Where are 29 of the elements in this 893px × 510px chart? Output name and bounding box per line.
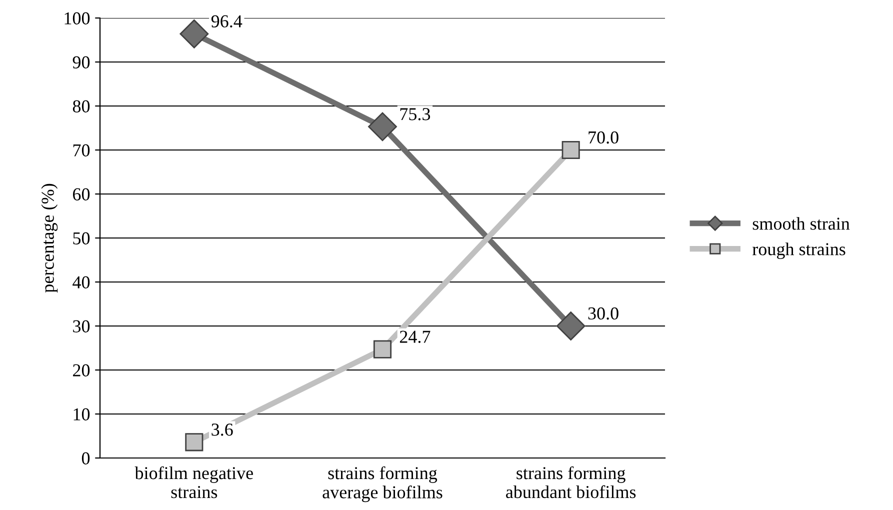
data-label: 70.0 bbox=[588, 131, 618, 144]
x-tick-label: strains forming abundant biofilms bbox=[506, 466, 636, 498]
point bbox=[373, 340, 392, 358]
y-tick-label: 10 bbox=[74, 408, 90, 420]
point bbox=[180, 19, 209, 48]
y-tick-label: 40 bbox=[72, 276, 90, 288]
y-tick-label: 80 bbox=[72, 100, 90, 112]
point bbox=[562, 140, 580, 160]
point bbox=[185, 433, 204, 452]
legend-label: smooth strain bbox=[752, 217, 850, 230]
data-label: 75.3 bbox=[400, 108, 430, 120]
y-axis-title: percentage (%) bbox=[41, 184, 58, 293]
data-label: 3.6 bbox=[212, 424, 233, 436]
y-tick-label: 90 bbox=[72, 56, 90, 68]
x-tick-label: strains forming average biofilms bbox=[322, 466, 442, 502]
y-tick-label: 50 bbox=[73, 232, 90, 244]
point bbox=[556, 312, 586, 340]
y-tick-label: 70 bbox=[73, 144, 90, 156]
y-tick-label: 30 bbox=[73, 320, 90, 332]
y-tick-label: 20 bbox=[73, 364, 90, 376]
y-tick-label: 100 bbox=[64, 12, 90, 24]
data-label: 96.4 bbox=[211, 15, 242, 28]
legend-label: rough strains bbox=[752, 242, 846, 260]
data-label: 30.0 bbox=[588, 307, 618, 320]
data-label: 24.7 bbox=[400, 330, 430, 343]
y-tick-label: 0 bbox=[82, 452, 90, 464]
point bbox=[368, 112, 397, 142]
y-tick-label: 60 bbox=[73, 188, 90, 200]
x-tick-label: biofilm negative strains bbox=[134, 466, 253, 498]
